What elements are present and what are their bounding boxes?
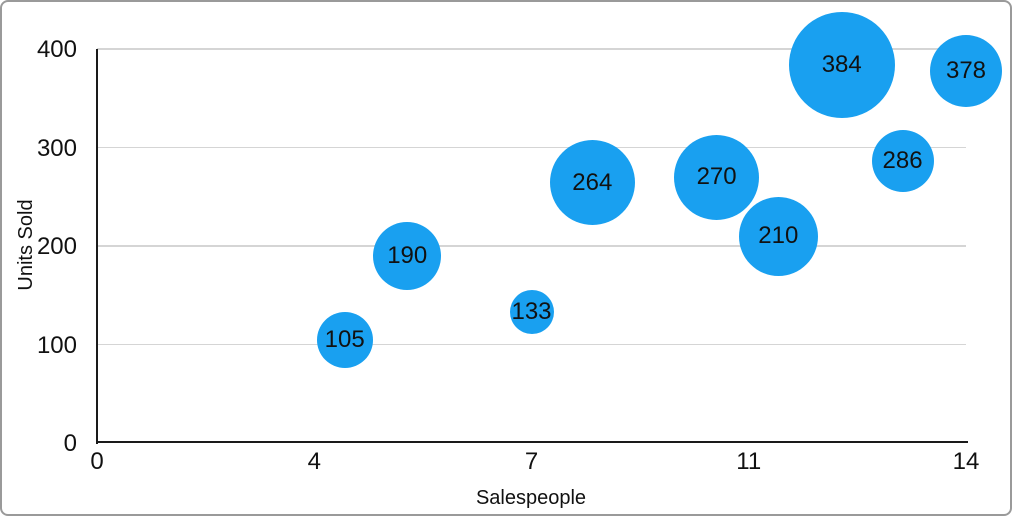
y-axis-line: [95, 48, 98, 444]
x-axis-tick-label: 7: [524, 448, 539, 475]
bubble-data-point: 270: [674, 134, 760, 220]
bubble-data-point: 378: [930, 34, 1002, 107]
y-axis-tick-label: 200: [36, 233, 77, 260]
x-axis-tick-label: 0: [90, 448, 104, 475]
x-axis-tick-label: 11: [736, 448, 762, 475]
bubble-data-point: 286: [871, 130, 934, 193]
y-axis-title: Units Sold: [15, 199, 37, 291]
y-gridline: [97, 245, 966, 247]
bubble-data-point: 210: [738, 196, 818, 276]
x-axis-tick-label: 4: [307, 448, 321, 475]
y-axis-tick-label: 0: [63, 430, 77, 457]
bubble-data-point: 384: [788, 11, 895, 118]
bubble-data-point: 264: [549, 140, 635, 226]
y-gridline: [97, 48, 966, 50]
bubble-data-point: 105: [316, 311, 373, 368]
y-axis-tick-label: 400: [36, 36, 77, 63]
y-gridline: [97, 343, 966, 346]
y-axis-tick-label: 300: [36, 134, 77, 162]
x-axis-line: [95, 441, 968, 444]
bubble-data-point: 133: [509, 289, 554, 334]
x-axis-tick-label: 14: [952, 448, 980, 475]
x-axis-title: Salespeople: [475, 487, 587, 509]
bubble-data-point: 190: [373, 221, 442, 290]
y-axis-tick-label: 100: [36, 331, 77, 359]
y-gridline: [97, 146, 966, 149]
